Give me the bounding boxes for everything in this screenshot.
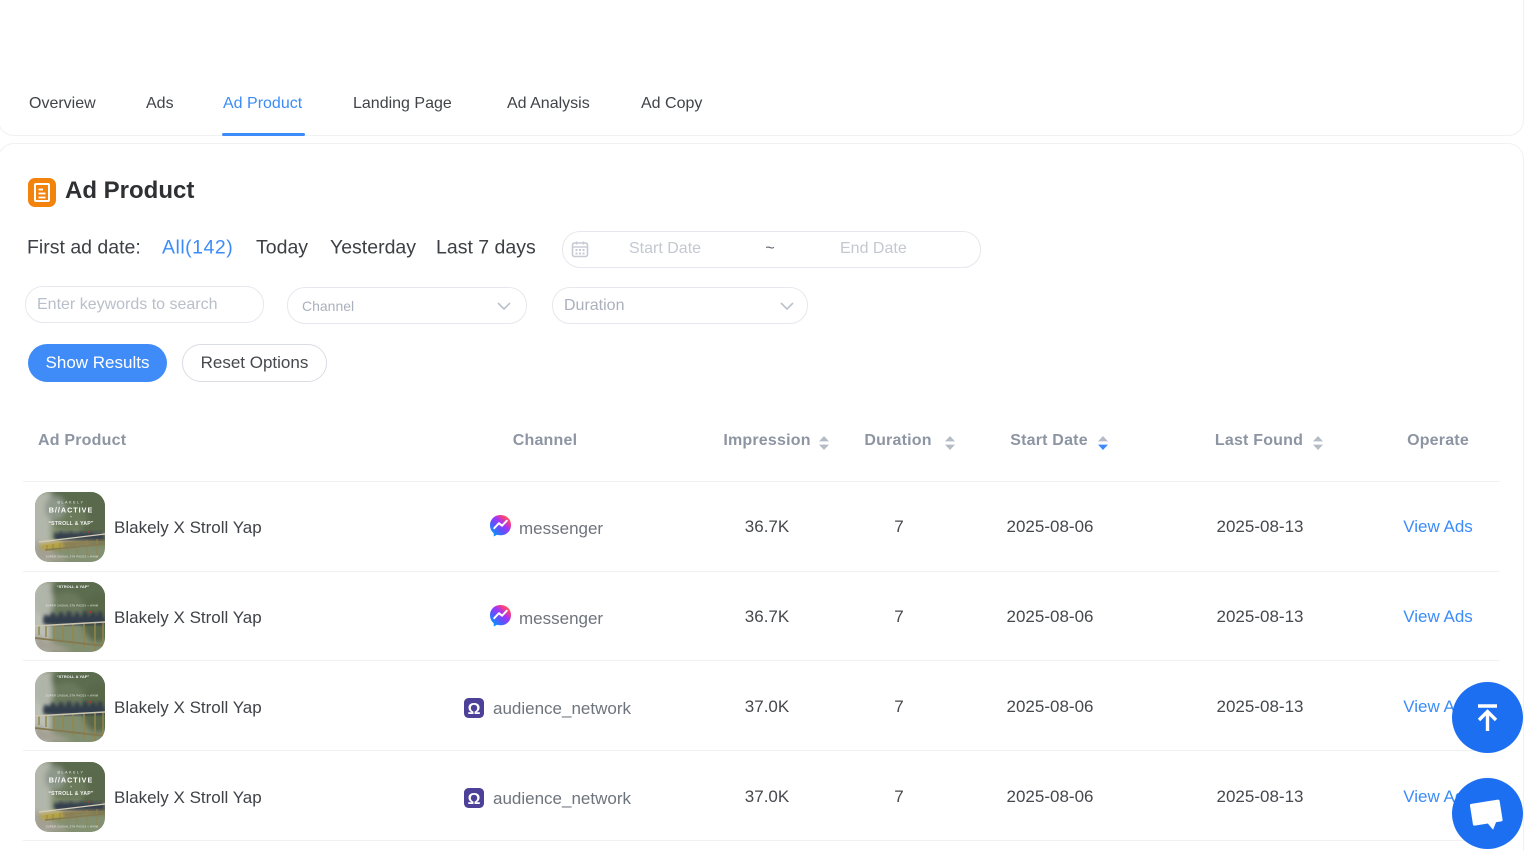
svg-text:Ω: Ω: [468, 701, 481, 718]
svg-text:Ω: Ω: [468, 791, 481, 808]
